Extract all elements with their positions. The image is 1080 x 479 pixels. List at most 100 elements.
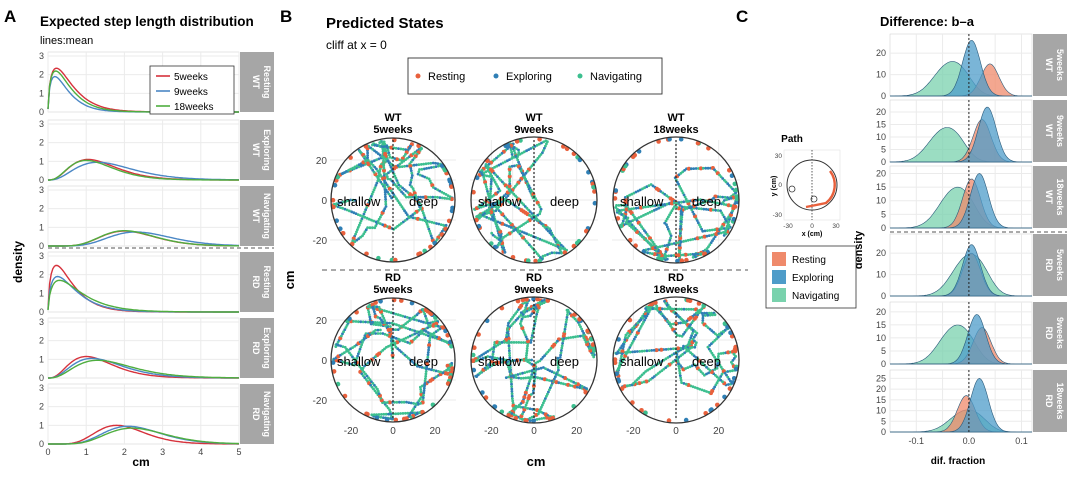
state-point xyxy=(427,367,431,371)
state-point xyxy=(443,196,447,200)
state-point xyxy=(429,232,432,235)
state-point xyxy=(623,338,627,342)
state-point xyxy=(374,332,377,335)
state-point xyxy=(622,345,625,349)
state-point xyxy=(353,165,357,169)
state-point xyxy=(721,201,725,204)
state-point xyxy=(471,367,477,373)
state-point xyxy=(641,316,645,320)
state-point xyxy=(434,187,437,191)
state-point xyxy=(649,243,653,247)
state-point xyxy=(535,296,540,302)
state-point xyxy=(369,197,372,201)
state-point xyxy=(510,191,514,194)
panel-a-subtitle: lines:mean xyxy=(40,35,93,47)
state-point xyxy=(419,402,422,405)
inset-y-tick: 30 xyxy=(775,153,783,160)
state-point xyxy=(540,222,544,226)
state-point xyxy=(670,242,674,246)
state-point xyxy=(343,207,347,211)
state-point xyxy=(371,143,374,147)
state-point xyxy=(438,196,442,200)
state-point xyxy=(672,201,676,205)
state-point xyxy=(422,389,426,392)
deep-label: deep xyxy=(409,194,438,209)
state-point xyxy=(652,208,656,212)
inset-path xyxy=(805,170,836,209)
state-point xyxy=(439,370,443,374)
state-point xyxy=(552,371,556,375)
state-point xyxy=(492,213,495,217)
state-point xyxy=(722,227,726,230)
state-point xyxy=(445,368,448,372)
state-point xyxy=(409,169,413,173)
state-point xyxy=(544,144,547,148)
state-point xyxy=(393,343,397,347)
state-point xyxy=(374,224,378,228)
state-point xyxy=(715,381,719,385)
state-point xyxy=(371,147,374,151)
state-point xyxy=(489,189,492,193)
state-point xyxy=(642,214,645,217)
state-point xyxy=(373,165,377,169)
state-point xyxy=(336,205,340,209)
state-point xyxy=(516,317,520,320)
state-point xyxy=(382,173,386,177)
state-point xyxy=(542,140,545,144)
y-tick-label: 15 xyxy=(876,182,886,192)
state-point xyxy=(384,412,388,416)
state-point xyxy=(545,142,548,146)
state-point xyxy=(409,181,413,184)
state-point xyxy=(373,226,377,230)
state-point xyxy=(475,359,478,363)
state-point xyxy=(549,386,552,389)
state-point xyxy=(658,361,662,364)
x-tick-label: 0 xyxy=(45,447,50,457)
y-tick-label: 2 xyxy=(39,402,44,412)
state-point xyxy=(331,204,336,210)
state-point xyxy=(529,147,533,150)
state-point xyxy=(424,374,428,378)
state-point xyxy=(520,317,524,321)
state-point xyxy=(613,188,619,193)
state-point xyxy=(700,311,704,315)
state-point xyxy=(403,219,407,222)
state-point xyxy=(522,310,526,314)
state-point xyxy=(507,184,512,188)
state-point xyxy=(486,164,489,168)
state-point xyxy=(449,197,454,202)
state-point xyxy=(693,386,697,389)
state-point xyxy=(668,321,671,324)
state-point xyxy=(720,373,724,376)
state-point xyxy=(522,222,525,226)
shallow-label: shallow xyxy=(478,354,522,369)
state-point xyxy=(669,236,672,240)
state-point xyxy=(368,378,372,382)
state-point xyxy=(524,239,528,243)
state-point xyxy=(724,229,728,233)
state-point xyxy=(681,170,685,174)
state-point xyxy=(385,333,389,337)
state-point xyxy=(382,161,385,165)
state-point xyxy=(574,381,578,385)
facet-strip xyxy=(240,120,274,180)
state-point xyxy=(668,232,672,236)
state-point xyxy=(430,236,434,240)
state-point xyxy=(442,191,446,195)
state-point xyxy=(717,202,721,205)
state-point xyxy=(382,168,386,173)
state-point xyxy=(732,193,735,197)
state-point xyxy=(415,196,418,200)
state-point xyxy=(383,181,387,184)
state-point xyxy=(677,307,681,311)
state-point xyxy=(504,198,507,201)
state-point xyxy=(704,314,707,317)
state-point xyxy=(718,195,722,199)
state-point xyxy=(492,350,495,354)
state-point xyxy=(546,368,550,371)
legend-swatch-Exploring xyxy=(772,270,786,284)
state-point xyxy=(554,375,557,379)
state-point xyxy=(669,323,673,326)
state-point xyxy=(431,333,434,337)
state-point xyxy=(366,226,369,230)
